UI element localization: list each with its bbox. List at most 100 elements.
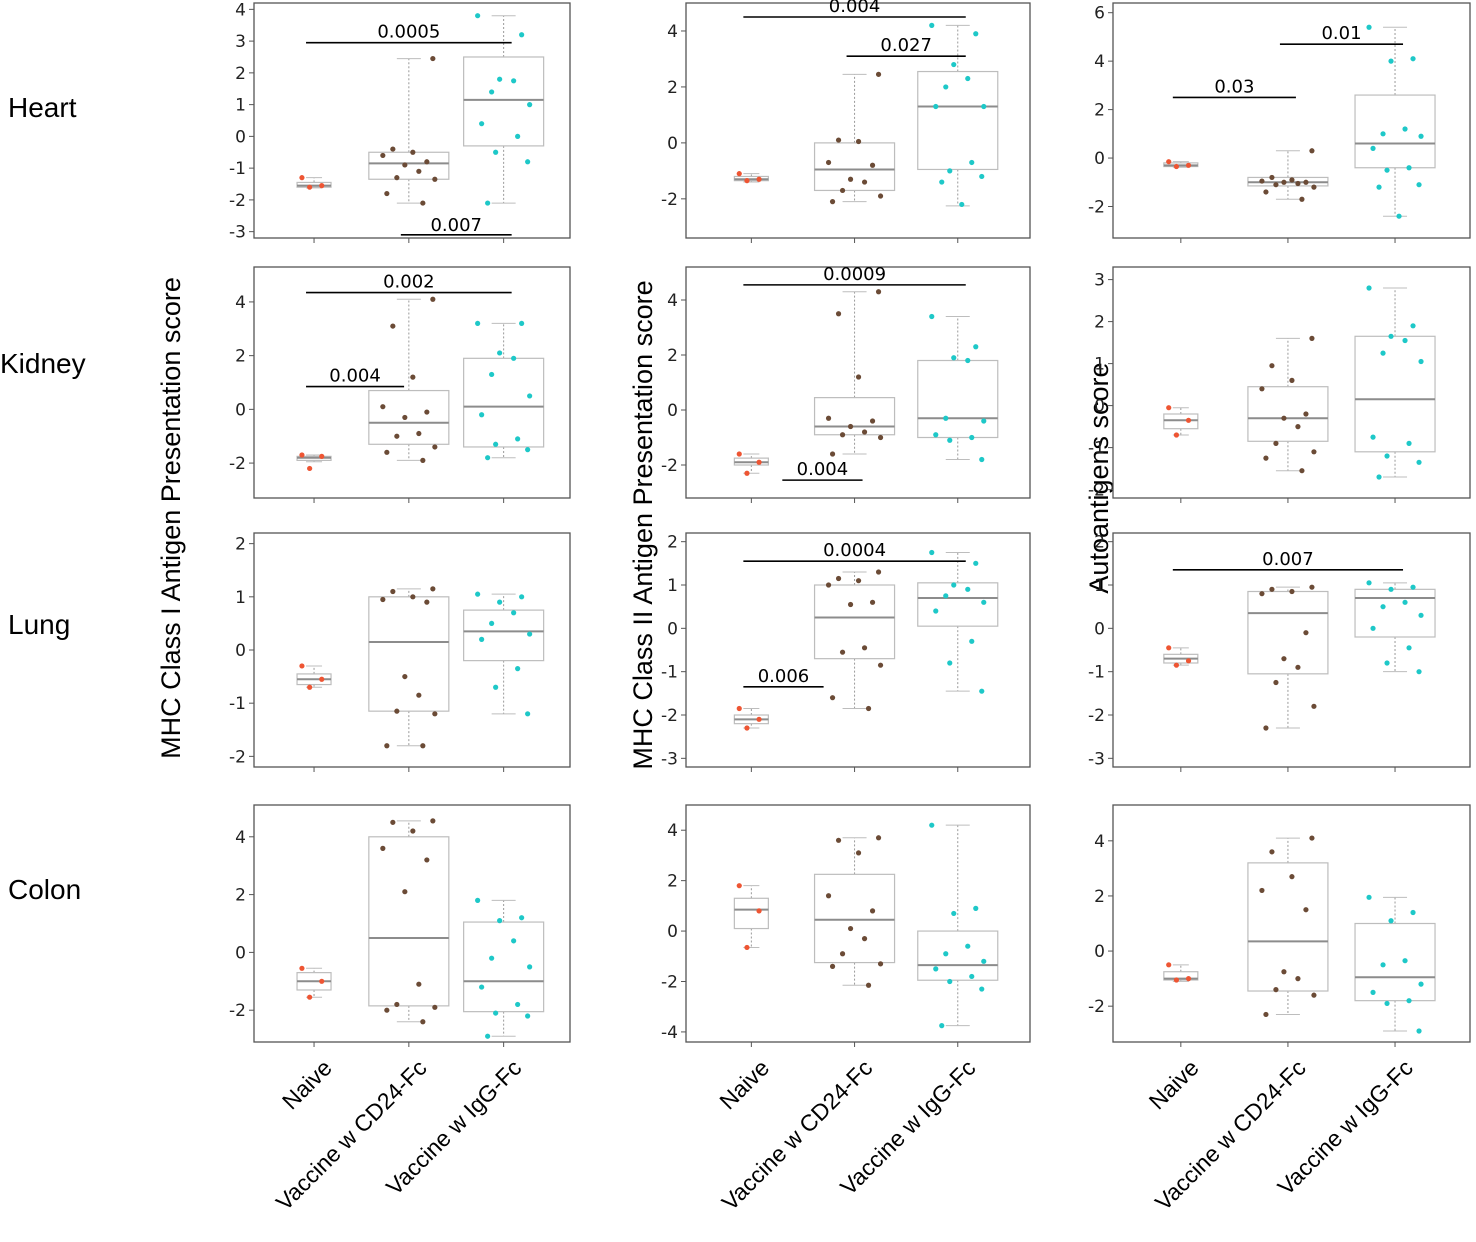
data-point xyxy=(929,549,935,556)
data-point xyxy=(877,434,884,441)
p-value-label: 0.0009 xyxy=(823,264,886,285)
y-tick-label: 0 xyxy=(667,619,678,639)
y-tick-label: 4 xyxy=(235,293,246,313)
data-point xyxy=(981,103,987,110)
data-point xyxy=(430,586,436,592)
data-point xyxy=(855,138,862,145)
data-point xyxy=(299,663,305,669)
data-point xyxy=(1263,1011,1269,1018)
data-point xyxy=(1259,591,1265,597)
y-tick-label: -2 xyxy=(229,454,246,474)
data-point xyxy=(933,432,939,438)
data-point xyxy=(1269,849,1275,855)
box-iqr xyxy=(463,357,545,448)
y-tick-label: 2 xyxy=(1094,533,1105,553)
panel-frame xyxy=(1112,804,1471,1043)
data-point xyxy=(1303,907,1309,913)
y-tick-label: 6 xyxy=(1094,4,1105,24)
y-tick-label: -2 xyxy=(229,747,246,767)
box-vaccine-w-cd24-fc xyxy=(1247,835,1329,1018)
data-point xyxy=(511,355,517,361)
box-iqr xyxy=(1163,413,1199,430)
data-point xyxy=(1269,174,1275,181)
data-point xyxy=(835,311,842,317)
data-point xyxy=(489,620,495,627)
data-point xyxy=(416,692,422,698)
data-point xyxy=(939,1023,945,1029)
data-point xyxy=(402,162,408,168)
y-axis-label-col1: MHC Class I Antigen Presentation score xyxy=(156,277,186,759)
x-label-col3-naive: Naive xyxy=(1144,1054,1204,1114)
data-point xyxy=(1303,179,1309,185)
data-point xyxy=(497,918,503,924)
panel-colon-col1: 4 2 0 -2 xyxy=(229,804,571,1047)
data-point xyxy=(384,743,390,749)
data-point xyxy=(947,437,953,443)
data-point xyxy=(1376,474,1382,480)
data-point xyxy=(839,951,846,957)
data-point xyxy=(527,393,533,399)
box-naive xyxy=(296,452,332,472)
y-tick-label: 0 xyxy=(235,127,246,147)
p-value-label: 0.01 xyxy=(1321,23,1361,44)
data-point xyxy=(515,436,521,442)
data-point xyxy=(969,638,975,644)
data-point xyxy=(839,187,846,194)
panel-kidney-col2: 4 2 0 -2 0.0009 0.004 xyxy=(661,264,1031,503)
box-naive xyxy=(296,175,332,190)
box-iqr xyxy=(1354,922,1436,1002)
data-point xyxy=(875,71,882,77)
y-tick-label: 4 xyxy=(235,0,246,20)
data-point xyxy=(402,889,408,895)
y-tick-label: 4 xyxy=(1094,52,1105,72)
data-point xyxy=(1259,386,1265,392)
box-iqr xyxy=(1354,588,1436,638)
data-point xyxy=(736,451,742,457)
data-point xyxy=(877,961,884,967)
box-iqr xyxy=(368,389,450,445)
data-point xyxy=(1384,660,1390,666)
box-vaccine-w-igg-fc xyxy=(1354,580,1436,675)
y-tick-label: 0 xyxy=(1094,397,1105,417)
data-point xyxy=(1273,440,1279,446)
data-point xyxy=(875,289,882,295)
panels: 4 3 2 1 0 -1 -2 -3 0.0005 0.007 4 2 0 -2 0.004 0.027 6 4 2… xyxy=(229,0,1471,1047)
data-point xyxy=(847,176,854,182)
data-point xyxy=(402,414,408,421)
row-label-lung: Lung xyxy=(8,609,70,640)
box-iqr xyxy=(813,584,896,660)
data-point xyxy=(410,374,416,380)
data-point xyxy=(1418,612,1424,618)
data-point xyxy=(1311,184,1317,190)
data-point xyxy=(943,415,949,421)
data-point xyxy=(865,982,872,988)
panel-frame xyxy=(253,532,571,768)
data-point xyxy=(380,845,386,851)
data-point xyxy=(511,78,517,84)
y-tick-label: 0 xyxy=(235,943,246,963)
data-point xyxy=(1380,604,1386,610)
data-point xyxy=(835,837,842,843)
box-iqr xyxy=(463,609,545,662)
data-point xyxy=(756,716,762,722)
data-point xyxy=(424,409,430,415)
data-point xyxy=(1311,703,1317,709)
data-point xyxy=(744,944,750,951)
data-point xyxy=(1281,969,1287,975)
data-point xyxy=(825,159,832,166)
box-naive xyxy=(296,965,332,1000)
data-point xyxy=(1406,165,1412,171)
y-tick-label: 2 xyxy=(1094,313,1105,333)
panel-colon-col2: 4 2 0 -2 -4 xyxy=(661,804,1031,1047)
data-point xyxy=(420,200,426,206)
data-point xyxy=(847,925,854,932)
box-vaccine-w-igg-fc xyxy=(463,591,545,717)
panel-heart-col2: 4 2 0 -2 0.004 0.027 xyxy=(661,0,1031,243)
data-point xyxy=(299,965,305,971)
data-point xyxy=(390,323,396,329)
data-point xyxy=(1380,962,1386,968)
box-vaccine-w-cd24-fc xyxy=(813,835,896,988)
data-point xyxy=(420,457,426,463)
data-point xyxy=(394,175,400,181)
data-point xyxy=(1273,987,1279,993)
